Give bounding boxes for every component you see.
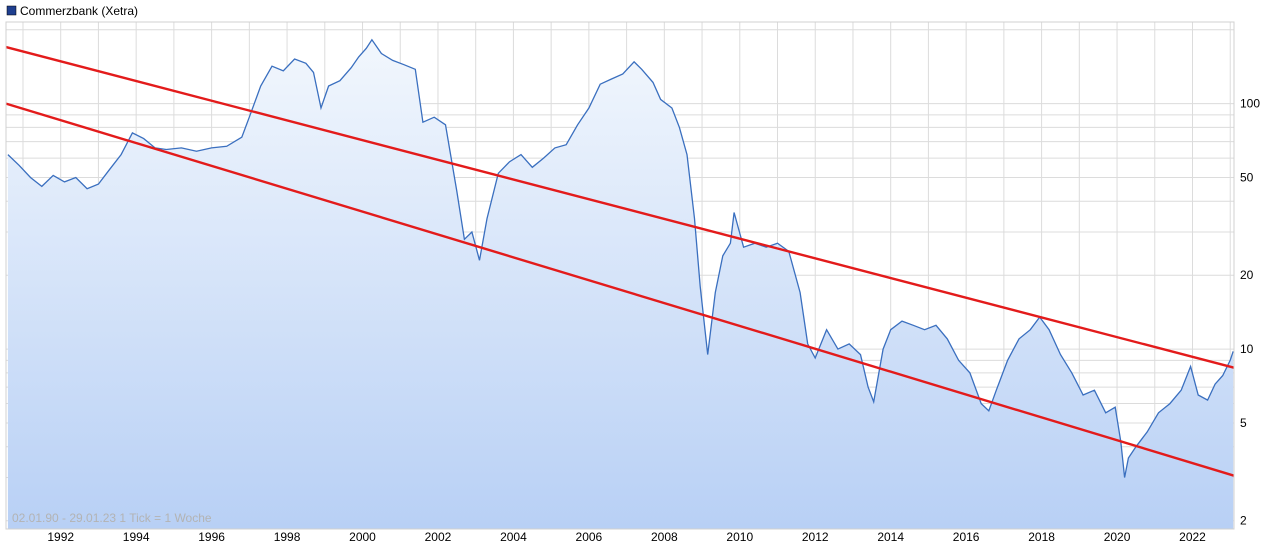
x-tick-label: 2006 — [576, 530, 603, 544]
x-tick-label: 2004 — [500, 530, 527, 544]
x-tick-label: 2018 — [1028, 530, 1055, 544]
x-tick-label: 2008 — [651, 530, 678, 544]
plot-border — [5, 21, 1235, 530]
x-tick-label: 1996 — [198, 530, 225, 544]
y-tick-label: 10 — [1240, 342, 1254, 356]
trendline-layer — [5, 45, 1235, 477]
y-tick-label: 50 — [1240, 171, 1254, 185]
y-tick-label: 5 — [1240, 416, 1247, 430]
x-tick-label: 1998 — [274, 530, 301, 544]
x-tick-label: 2014 — [877, 530, 904, 544]
x-tick-label: 2012 — [802, 530, 829, 544]
x-tick-label: 2022 — [1179, 530, 1206, 544]
x-axis-ticks: 1992 1994 1996 1998 2000 2002 2004 2006 2008 2010… — [47, 530, 1206, 544]
trendline — [5, 45, 1235, 369]
x-tick-label: 1994 — [123, 530, 150, 544]
legend-label: Commerzbank (Xetra) — [20, 4, 138, 18]
x-tick-label: 2000 — [349, 530, 376, 544]
legend-swatch — [6, 5, 17, 16]
x-tick-label: 2020 — [1104, 530, 1131, 544]
y-tick-label: 2 — [1240, 514, 1247, 528]
x-tick-label: 1992 — [47, 530, 74, 544]
y-tick-label: 100 — [1240, 97, 1260, 111]
price-area-fill — [7, 39, 1234, 530]
price-line — [7, 38, 1234, 478]
date-range-label: 02.01.90 - 29.01.23 1 Tick = 1 Woche — [12, 511, 212, 525]
x-tick-label: 2010 — [726, 530, 753, 544]
trendline — [5, 102, 1235, 477]
y-tick-label: 20 — [1240, 268, 1254, 282]
x-tick-label: 2016 — [953, 530, 980, 544]
y-axis-ticks: 2 5 10 20 50 100 — [1240, 97, 1260, 528]
x-tick-label: 2002 — [425, 530, 452, 544]
